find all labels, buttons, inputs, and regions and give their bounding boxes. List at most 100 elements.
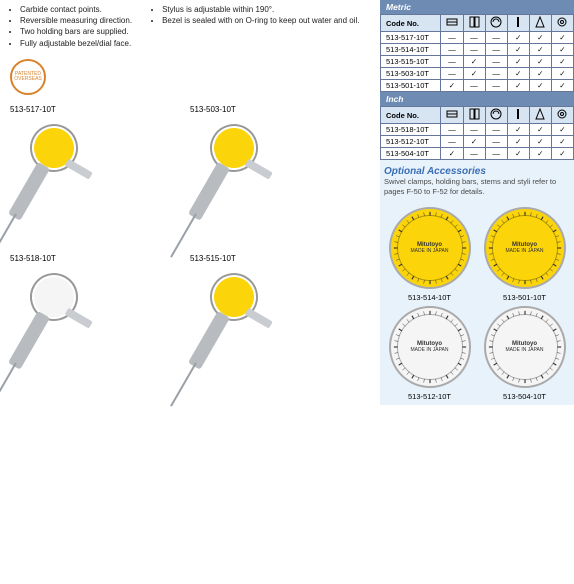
optional-accessories-heading: Optional Accessories [380,160,574,177]
spec-cell: — [441,136,463,148]
spec-cell: — [485,136,507,148]
feature-item: Carbide contact points. [20,4,132,15]
table-row: 513-503-10T—✓—✓✓✓ [381,68,574,80]
spec-cell: ✓ [463,68,485,80]
features-col2: Stylus is adjustable within 190°.Bezel i… [152,4,359,49]
product-label: 513-517-10T [10,105,170,114]
feature-item: Stylus is adjustable within 190°. [162,4,359,15]
spec-cell: ✓ [507,68,529,80]
spec-cell: ✓ [529,32,551,44]
spec-cell: — [485,56,507,68]
code-cell: 513-512-10T [381,136,441,148]
inch-header: Inch [380,92,574,106]
spec-cell: ✓ [441,148,463,160]
spec-cell: — [441,44,463,56]
spec-cell: ✓ [551,56,573,68]
dial-face: MitutoyoMADE IN JAPAN [484,207,566,289]
spec-cell: ✓ [529,56,551,68]
spec-cell: ✓ [463,136,485,148]
code-header: Code No. [381,15,441,32]
orient-u-icon [490,108,502,120]
spec-cell: ✓ [507,136,529,148]
code-cell: 513-517-10T [381,32,441,44]
spec-cell: ✓ [551,136,573,148]
spec-icon-header [507,107,529,124]
spec-icon-header [485,15,507,32]
spec-cell: ✓ [551,32,573,44]
product-image [190,114,350,244]
spec-cell: ✓ [551,148,573,160]
spec-cell: ✓ [507,80,529,92]
dial-face: MitutoyoMADE IN JAPAN [484,306,566,388]
spec-icon-header [463,107,485,124]
spec-icon-header [529,15,551,32]
dial-face-label: 513-512-10T [386,392,474,401]
spec-cell: ✓ [529,124,551,136]
dial-face-card: MitutoyoMADE IN JAPAN 513-512-10T [386,306,474,401]
right-column: Metric Code No. 513-517-10T———✓✓✓513-514… [380,0,574,405]
spec-cell: — [485,80,507,92]
spec-cell: ✓ [529,148,551,160]
code-cell: 513-501-10T [381,80,441,92]
spec-cell: — [441,68,463,80]
code-cell: 513-515-10T [381,56,441,68]
table-row: 513-518-10T———✓✓✓ [381,124,574,136]
spec-cell: ✓ [507,32,529,44]
dial-face-label: 513-504-10T [481,392,569,401]
spec-cell: ✓ [463,56,485,68]
orient-h-icon [446,108,458,120]
spec-cell: ✓ [507,56,529,68]
spec-icon-header [463,15,485,32]
product-grid: 513-517-10T 513-503-10T 513-518-10T [10,105,370,393]
spec-cell: — [463,44,485,56]
inch-table: Code No. 513-518-10T———✓✓✓513-512-10T—✓—… [380,106,574,160]
orient-v-icon [468,108,480,120]
product-card: 513-518-10T [10,254,170,393]
dial-face: MitutoyoMADE IN JAPAN [389,207,471,289]
product-image [10,114,170,244]
left-column: Carbide contact points.Reversible measur… [0,0,380,405]
spec-cell: — [463,80,485,92]
spec-icon-header [507,15,529,32]
spec-cell: — [463,32,485,44]
feature-item: Two holding bars are supplied. [20,26,132,37]
spec-cell: ✓ [551,124,573,136]
product-label: 513-503-10T [190,105,350,114]
feature-item: Reversible measuring direction. [20,15,132,26]
spec-icon-header [529,107,551,124]
spec-cell: ✓ [507,148,529,160]
code-header: Code No. [381,107,441,124]
spec-cell: — [485,124,507,136]
spec-cell: — [485,148,507,160]
product-card: 513-515-10T [190,254,350,393]
metric-table: Code No. 513-517-10T———✓✓✓513-514-10T———… [380,14,574,92]
spec-icon-header [441,107,463,124]
spec-cell: — [441,56,463,68]
spec-cell: — [441,124,463,136]
cone-icon [534,108,546,120]
code-cell: 513-514-10T [381,44,441,56]
spec-icon-header [441,15,463,32]
spec-cell: ✓ [529,44,551,56]
spec-cell: — [463,148,485,160]
dial-face-label: 513-514-10T [386,293,474,302]
metric-header: Metric [380,0,574,14]
code-cell: 513-518-10T [381,124,441,136]
code-cell: 513-504-10T [381,148,441,160]
rod-icon [512,16,524,28]
orient-h-icon [446,16,458,28]
features-col1: Carbide contact points.Reversible measur… [10,4,132,49]
dial-face-grid: MitutoyoMADE IN JAPAN 513-514-10T Mituto… [380,203,574,405]
spec-cell: ✓ [529,136,551,148]
product-card: 513-517-10T [10,105,170,244]
spec-cell: ✓ [551,80,573,92]
features-lists: Carbide contact points.Reversible measur… [10,4,370,49]
spec-cell: ✓ [529,80,551,92]
dial-face-card: MitutoyoMADE IN JAPAN 513-514-10T [386,207,474,302]
spec-cell: ✓ [507,44,529,56]
spec-cell: ✓ [551,44,573,56]
dial-face-card: MitutoyoMADE IN JAPAN 513-504-10T [481,306,569,401]
spec-cell: — [441,32,463,44]
spec-cell: — [485,44,507,56]
product-image [10,263,170,393]
